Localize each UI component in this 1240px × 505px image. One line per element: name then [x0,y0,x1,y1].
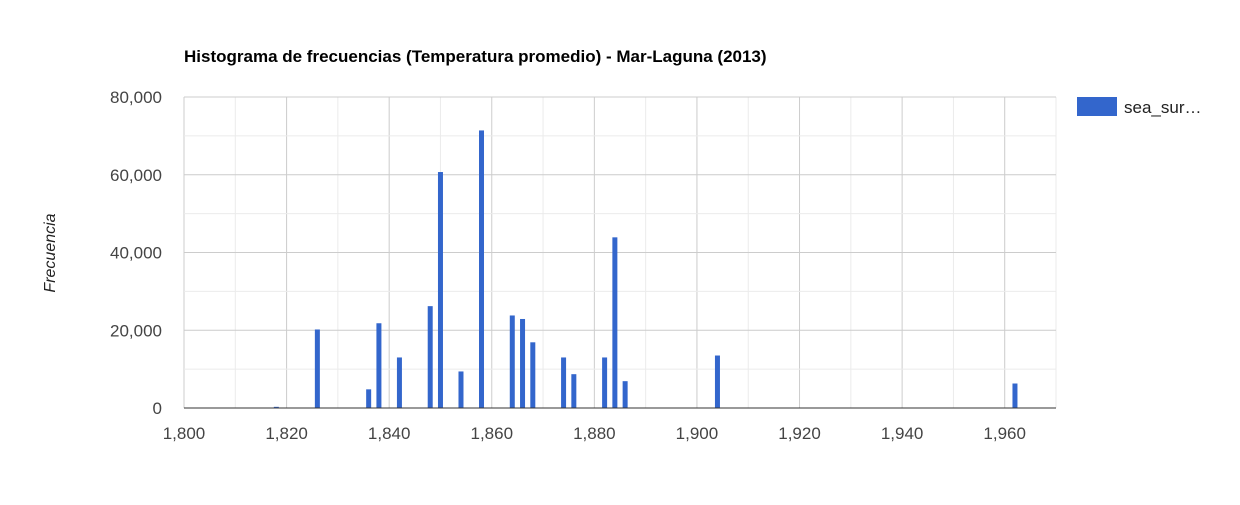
x-tick-label: 1,880 [573,424,616,443]
y-tick-label: 20,000 [110,321,162,340]
grid [183,96,1057,408]
histogram-bar [602,357,608,408]
x-tick-label: 1,960 [983,424,1026,443]
x-tick-label: 1,820 [265,424,308,443]
histogram-bar [427,306,433,408]
histogram-bar [479,130,485,408]
y-tick-label: 60,000 [110,166,162,185]
bars [273,130,1018,408]
legend-label: sea_sur… [1124,98,1201,117]
legend: sea_sur… [1077,97,1201,117]
histogram-bar [366,389,372,408]
y-tick-label: 0 [153,399,162,418]
histogram-bar [561,357,567,408]
histogram-bar [509,315,515,408]
x-tick-label: 1,920 [778,424,821,443]
x-tick-label: 1,840 [368,424,411,443]
histogram-bar [612,237,618,408]
y-tick-label: 40,000 [110,244,162,263]
y-tick-label: 80,000 [110,88,162,107]
histogram-bar [437,172,443,408]
histogram-bar [571,374,577,408]
x-tick-label: 1,800 [163,424,206,443]
x-axis-ticks: 1,800 1,820 1,840 1,860 1,880 1,900 1,920 1,940… [163,424,1026,443]
histogram-bar [396,357,402,408]
y-axis-ticks: 0 20,000 40,000 60,000 80,000 [110,88,162,418]
histogram-bar [1012,383,1018,408]
chart-title: Histograma de frecuencias (Temperatura p… [184,47,767,66]
histogram-bar [458,371,464,408]
histogram-bar [714,355,720,408]
histogram-bar [376,323,382,408]
y-axis-label: Frecuencia [42,213,59,292]
x-tick-label: 1,900 [676,424,719,443]
x-tick-label: 1,940 [881,424,924,443]
histogram-bar [530,342,536,408]
histogram-bar [314,329,320,408]
histogram-bar [520,318,526,408]
histogram-bar [622,381,628,408]
legend-swatch [1077,97,1117,116]
x-tick-label: 1,860 [470,424,513,443]
histogram-bar [273,406,279,408]
